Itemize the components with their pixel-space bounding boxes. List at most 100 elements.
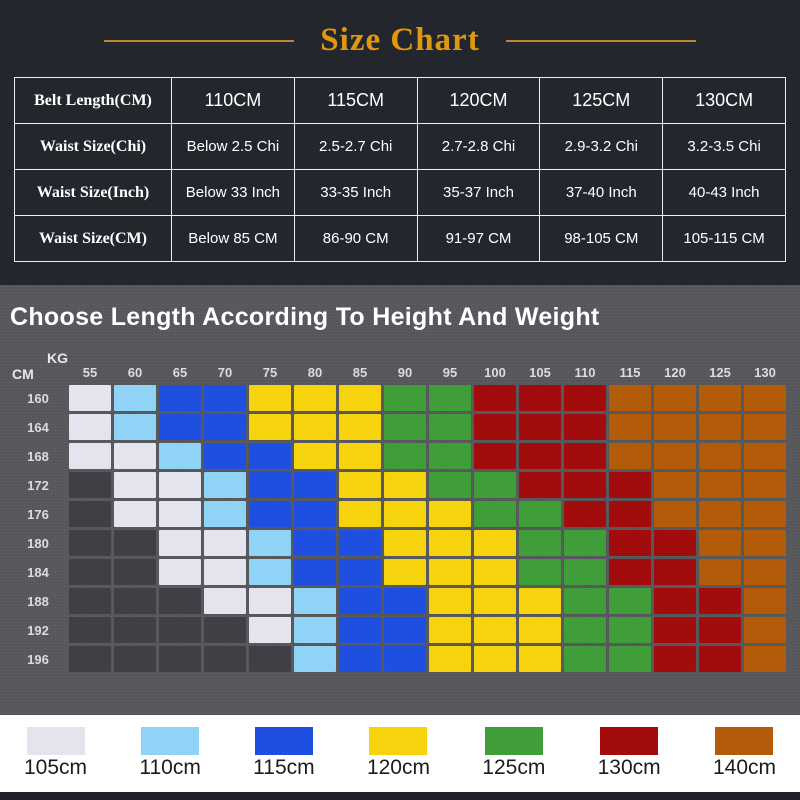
x-tick-label: 90 [397,365,413,380]
size-table-row: Waist Size(Inch) Below 33 Inch 33-35 Inch 3… [14,169,786,216]
size-table-row-label: Waist Size(Chi) [14,123,172,170]
footer-bar [0,792,800,800]
grid-cell [114,530,156,556]
legend-item: 115cm [253,727,315,780]
grid-cell [699,646,741,672]
y-tick-label: 176 [27,506,49,522]
grid-cell [744,472,786,498]
size-table-header-cell: 120CM [416,77,541,124]
y-tick-label: 180 [27,535,49,551]
size-table-cell: 2.7-2.8 Chi [416,123,541,170]
grid-cell [474,530,516,556]
grid-cell [699,385,741,411]
grid-cell [114,443,156,469]
grid-cell [294,617,336,643]
grid-cell [654,559,696,585]
grid-cell [429,530,471,556]
legend-label: 110cm [139,756,201,779]
grid-cell [249,559,291,585]
grid-cell [339,501,381,527]
x-tick-label: 100 [484,365,506,380]
size-table-row-label: Waist Size(Inch) [14,169,172,216]
grid-cell [204,414,246,440]
grid-cell [384,414,426,440]
grid-cell [159,385,201,411]
x-tick-label: 115 [619,365,641,380]
grid-cell [294,501,336,527]
grid-cell [609,617,651,643]
size-table-header-cell: 115CM [293,77,418,124]
grid-cell [564,414,606,440]
legend-swatch [26,727,85,755]
grid-cell [699,588,741,614]
grid-cell [384,646,426,672]
x-tick-label: 60 [127,365,143,380]
size-table-cell: 105-115 CM [662,215,786,262]
grid-cell [294,443,336,469]
grid-cell [519,501,561,527]
size-table-row-label: Belt Length(CM) [14,77,172,124]
grid-cell [699,501,741,527]
x-tick-label: 95 [442,365,458,380]
grid-cell [429,414,471,440]
size-table-cell: Below 33 Inch [171,169,295,216]
grid-cell [744,588,786,614]
grid-cell [69,646,111,672]
size-table: Belt Length(CM) 110CM 115CM 120CM 125CM 130CM… [14,77,786,262]
grid-cell [654,646,696,672]
grid-cell [519,472,561,498]
grid-cell [519,385,561,411]
grid-cell [159,559,201,585]
grid-cell [159,443,201,469]
grid-cell [654,472,696,498]
grid-cell [699,472,741,498]
x-tick-label: 120 [664,365,686,380]
grid-cell [294,588,336,614]
grid-cell [204,443,246,469]
grid-cell [654,501,696,527]
grid-cell [699,443,741,469]
grid-cell [744,530,786,556]
grid-cell [294,414,336,440]
grid-cell [114,617,156,643]
grid-cell [699,530,741,556]
legend-item: 110cm [139,727,201,780]
legend-item: 105cm [24,727,87,780]
height-weight-section: Choose Length According To Height And We… [0,285,800,715]
size-table-row: Waist Size(Chi) Below 2.5 Chi 2.5-2.7 Chi 2… [14,123,786,170]
grid-cell [744,414,786,440]
grid-cell [204,646,246,672]
grid-cell [339,559,381,585]
grid-cell [564,385,606,411]
grid-cell [429,617,471,643]
legend-label: 140cm [712,756,776,779]
x-tick-label: 85 [352,365,368,380]
grid-cell [204,588,246,614]
grid-cell [249,588,291,614]
y-tick-label: 184 [27,564,49,580]
grid-cell [564,646,606,672]
x-tick-label: 80 [307,365,323,380]
size-table-header-cell: 130CM [662,77,786,124]
grid-cell [114,472,156,498]
grid-cell [609,472,651,498]
grid-cell [474,443,516,469]
grid-cell [339,588,381,614]
grid-cell [69,530,111,556]
size-table-row-label: Waist Size(CM) [14,215,172,262]
grid-cell [294,559,336,585]
grid-cell [744,501,786,527]
grid-cell [609,588,651,614]
grid-cell [429,385,471,411]
grid-cell [294,646,336,672]
grid-cell [474,385,516,411]
grid-cell [654,617,696,643]
grid-cell [744,385,786,411]
grid-cell [339,385,381,411]
grid-cell [204,530,246,556]
size-table-cell: 2.5-2.7 Chi [293,123,418,170]
grid-cell [159,617,201,643]
size-table-header-row: Belt Length(CM) 110CM 115CM 120CM 125CM 130CM [14,77,786,124]
grid-cell [69,414,111,440]
grid-cell [744,646,786,672]
